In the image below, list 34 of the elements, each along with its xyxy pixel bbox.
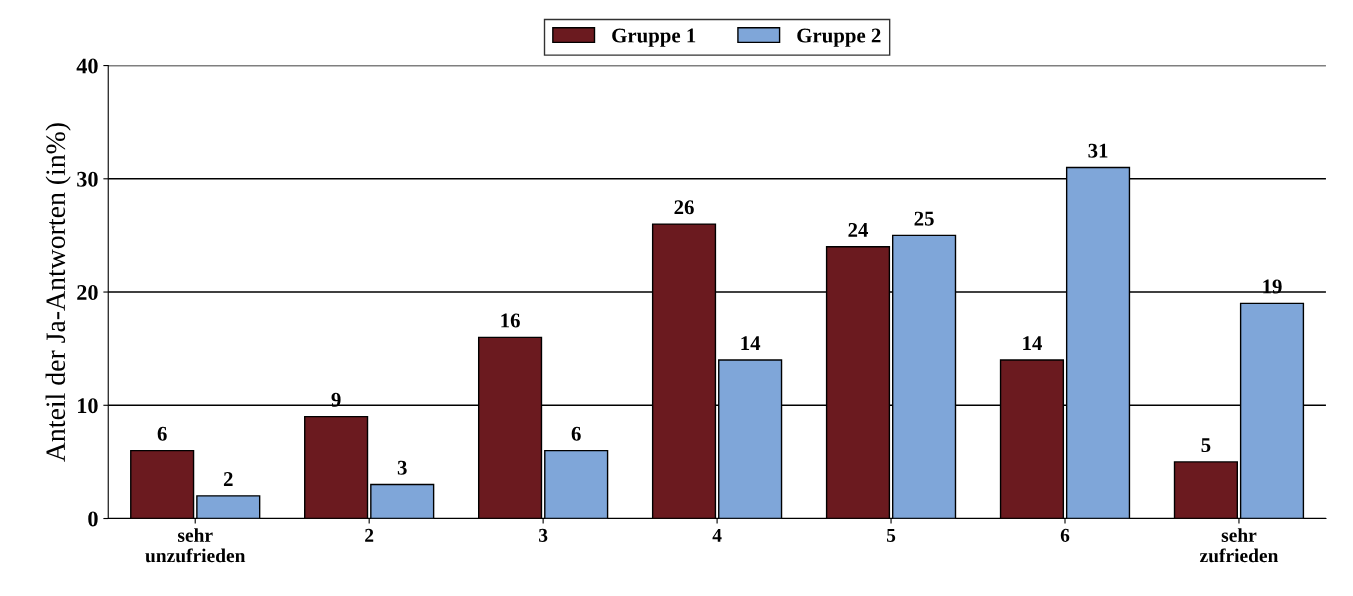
- x-tick-label: 2: [365, 528, 374, 542]
- data-label: 19: [1263, 279, 1282, 294]
- x-tick-label: 4: [712, 528, 722, 542]
- data-label: 6: [157, 426, 167, 441]
- data-label: 5: [1201, 438, 1211, 453]
- y-tick-label: 30: [77, 171, 98, 187]
- data-label: 25: [914, 211, 934, 226]
- bar: [370, 483, 435, 519]
- data-label: 14: [741, 336, 761, 350]
- bar: [130, 449, 195, 519]
- bar: [1173, 461, 1239, 519]
- y-axis-title: Anteil der Ja-Antworten (in%): [45, 123, 71, 462]
- y-tick-label: 0: [88, 511, 98, 527]
- bar: [196, 495, 261, 519]
- legend-label: Gruppe 1: [612, 28, 696, 47]
- x-tick-label: sehr unzufrieden: [145, 528, 246, 563]
- x-tick-label: 5: [886, 529, 896, 542]
- data-label: 3: [397, 460, 407, 475]
- bar: [544, 449, 609, 519]
- x-tick-label: 3: [539, 528, 548, 542]
- y-tick-label: 40: [76, 58, 98, 74]
- data-label: 31: [1088, 143, 1108, 158]
- legend-label: Gruppe 2: [797, 28, 881, 47]
- y-tick-label: 10: [78, 398, 98, 414]
- bar: [304, 415, 369, 519]
- data-label: 6: [571, 426, 581, 441]
- data-label: 14: [1023, 336, 1042, 350]
- data-label: 2: [223, 472, 233, 486]
- x-tick-label: sehr zufrieden: [1199, 528, 1279, 563]
- data-label: 26: [674, 200, 694, 215]
- data-label: 16: [501, 313, 520, 328]
- data-label: 24: [848, 222, 869, 237]
- x-tick-label: 6: [1060, 528, 1070, 542]
- y-tick-label: 20: [77, 284, 98, 300]
